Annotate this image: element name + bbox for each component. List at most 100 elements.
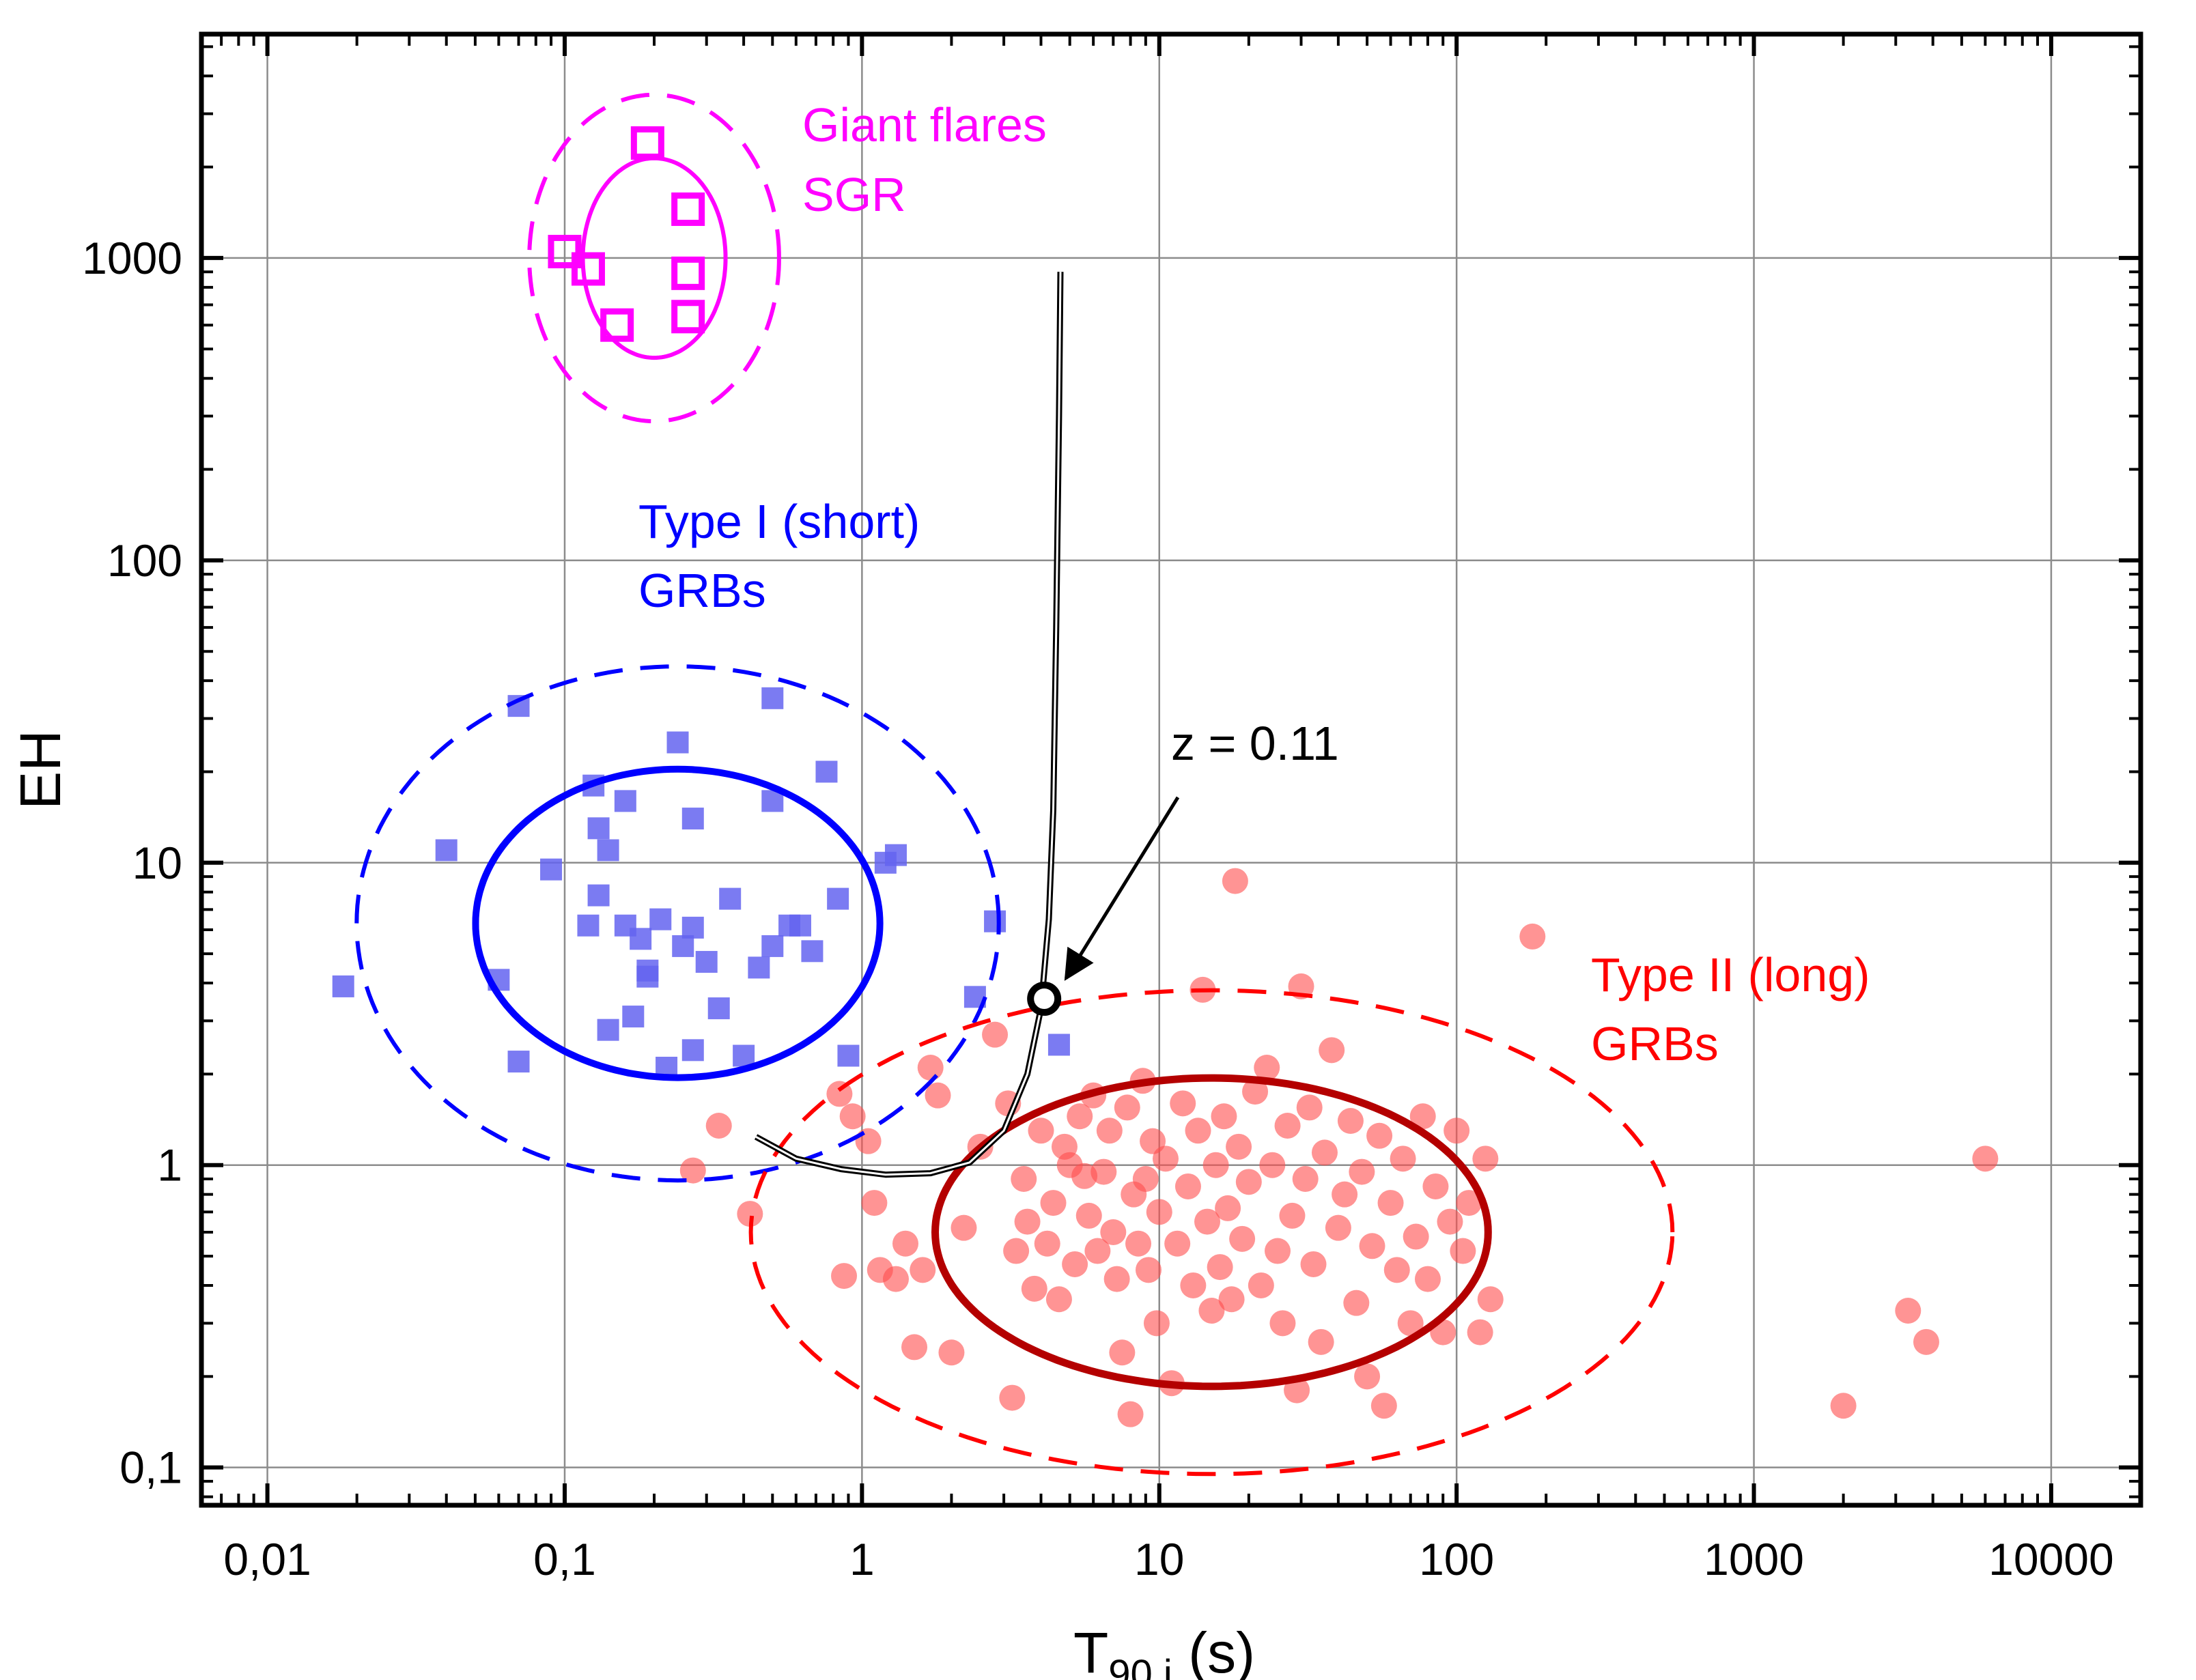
long-grb-point [1292,1165,1319,1192]
long-grb-point [679,1157,706,1184]
long-grb-point [1354,1363,1381,1390]
long-grb-point [1014,1208,1041,1235]
long-grb-label: Type II (long) [1591,948,1870,1001]
short-grb-point [719,887,742,910]
long-grb-point [1308,1328,1334,1355]
long-grb-point [1390,1145,1416,1172]
redshift-label: z = 0.11 [1171,717,1339,770]
long-grb-point [982,1021,1009,1048]
long-grb-point [1146,1199,1172,1225]
short-grb-point [435,839,458,862]
short-grb-point [837,1044,860,1067]
long-grb-point [1021,1275,1047,1302]
long-grb-point [1084,1238,1111,1264]
long-grb-point [1152,1145,1179,1172]
short-grb-point [577,914,600,937]
short-grb-point [761,687,784,709]
long-grb-point [1096,1117,1123,1144]
sgr-point [571,252,605,286]
y-tick-label: 1 [157,1140,182,1191]
long-grb-point [1422,1173,1449,1199]
short-grb-point [681,916,704,939]
long-grb-point [1125,1230,1152,1257]
long-grb-point [1045,1286,1072,1313]
long-grb-point [1226,1133,1252,1160]
short-grb-point [540,858,563,881]
long-grb-point [1830,1393,1857,1419]
long-grb-point [1222,868,1248,894]
long-grb-point [1100,1219,1127,1245]
long-grb-point [1300,1251,1327,1277]
x-tick-label: 0,1 [533,1534,596,1584]
long-grb-point [1103,1266,1130,1292]
long-grb-point [1207,1254,1233,1281]
long-grb-point [1185,1117,1211,1144]
long-grb-point [1319,1037,1345,1064]
short-grb-point [827,887,849,910]
long-grb-point [1519,923,1546,950]
short-inner-ellipse [472,765,884,1081]
long-grb-point [917,1055,944,1081]
sgr-point [671,192,705,226]
long-grb-point [1218,1286,1245,1313]
long-grb-point [1437,1208,1463,1235]
long-grb-point [951,1214,977,1241]
long-grb-point [831,1263,858,1290]
long-grb-point [737,1201,763,1227]
short-grb-point [672,935,694,957]
long-grb-point [1109,1339,1136,1366]
sgr-point [671,300,705,334]
sgr-point [600,308,634,342]
sgr-point [630,126,664,160]
long-grb-point [1472,1145,1499,1172]
short-grb-point [597,839,619,862]
y-axis-title: EH [8,730,72,810]
long-grb-point [1409,1103,1436,1130]
short-grb-point [622,1006,645,1028]
redshift-track-core [755,272,1062,1176]
long-grb-point [1284,1377,1310,1404]
long-grb-point [1414,1266,1441,1292]
long-grb-point [1215,1195,1241,1221]
long-grb-point [1370,1393,1397,1419]
long-grb-point [1132,1165,1159,1192]
long-grb-point [1383,1257,1410,1283]
long-grb-point [1895,1297,1922,1324]
short-grb-point [332,975,354,997]
long-grb-point [1265,1238,1291,1264]
long-grb-point [1456,1190,1482,1216]
x-tick-label: 10000 [1988,1534,2114,1584]
long-grb-point [1259,1152,1286,1178]
short-grb-point [707,997,730,1020]
long-grb-point [1467,1319,1493,1346]
long-grb-point [1235,1169,1262,1195]
y-tick-label: 0,1 [119,1442,182,1493]
long-grb-point [1003,1238,1030,1264]
long-grb-point [1114,1094,1140,1121]
long-grb-point [1242,1079,1269,1105]
long-grb-point [1325,1214,1351,1241]
y-tick-label: 1000 [82,233,182,283]
redshift-arrow [1064,796,1180,981]
axes: 0,01 0,1 1 10 100 1000 10000 0,1 1 10 100 1000 T90,i… [8,31,2143,1680]
short-grb-point [884,844,907,866]
sgr-outer-ellipse [527,92,781,424]
long-grb-point [1164,1230,1191,1257]
y-tick-label: 100 [107,535,182,586]
long-grb-point [910,1257,936,1283]
short-grb-point [630,928,652,950]
redshift-marker [1027,982,1062,1016]
sgr-label: SGR [802,168,906,221]
short-grb-point [681,808,704,830]
long-outer-ellipse [748,988,1675,1477]
long-grb-point [1011,1165,1037,1192]
long-grb-point [1397,1310,1424,1337]
long-inner-ellipse [931,1074,1492,1391]
long-grb-point [1359,1233,1385,1259]
long-grb-point [1248,1272,1274,1298]
long-grb-point [1913,1328,1939,1355]
long-grb-point [1274,1112,1301,1139]
long-grb-point [1296,1094,1323,1121]
long-grb-point [1040,1190,1067,1216]
short-grb-point [1047,1034,1070,1056]
